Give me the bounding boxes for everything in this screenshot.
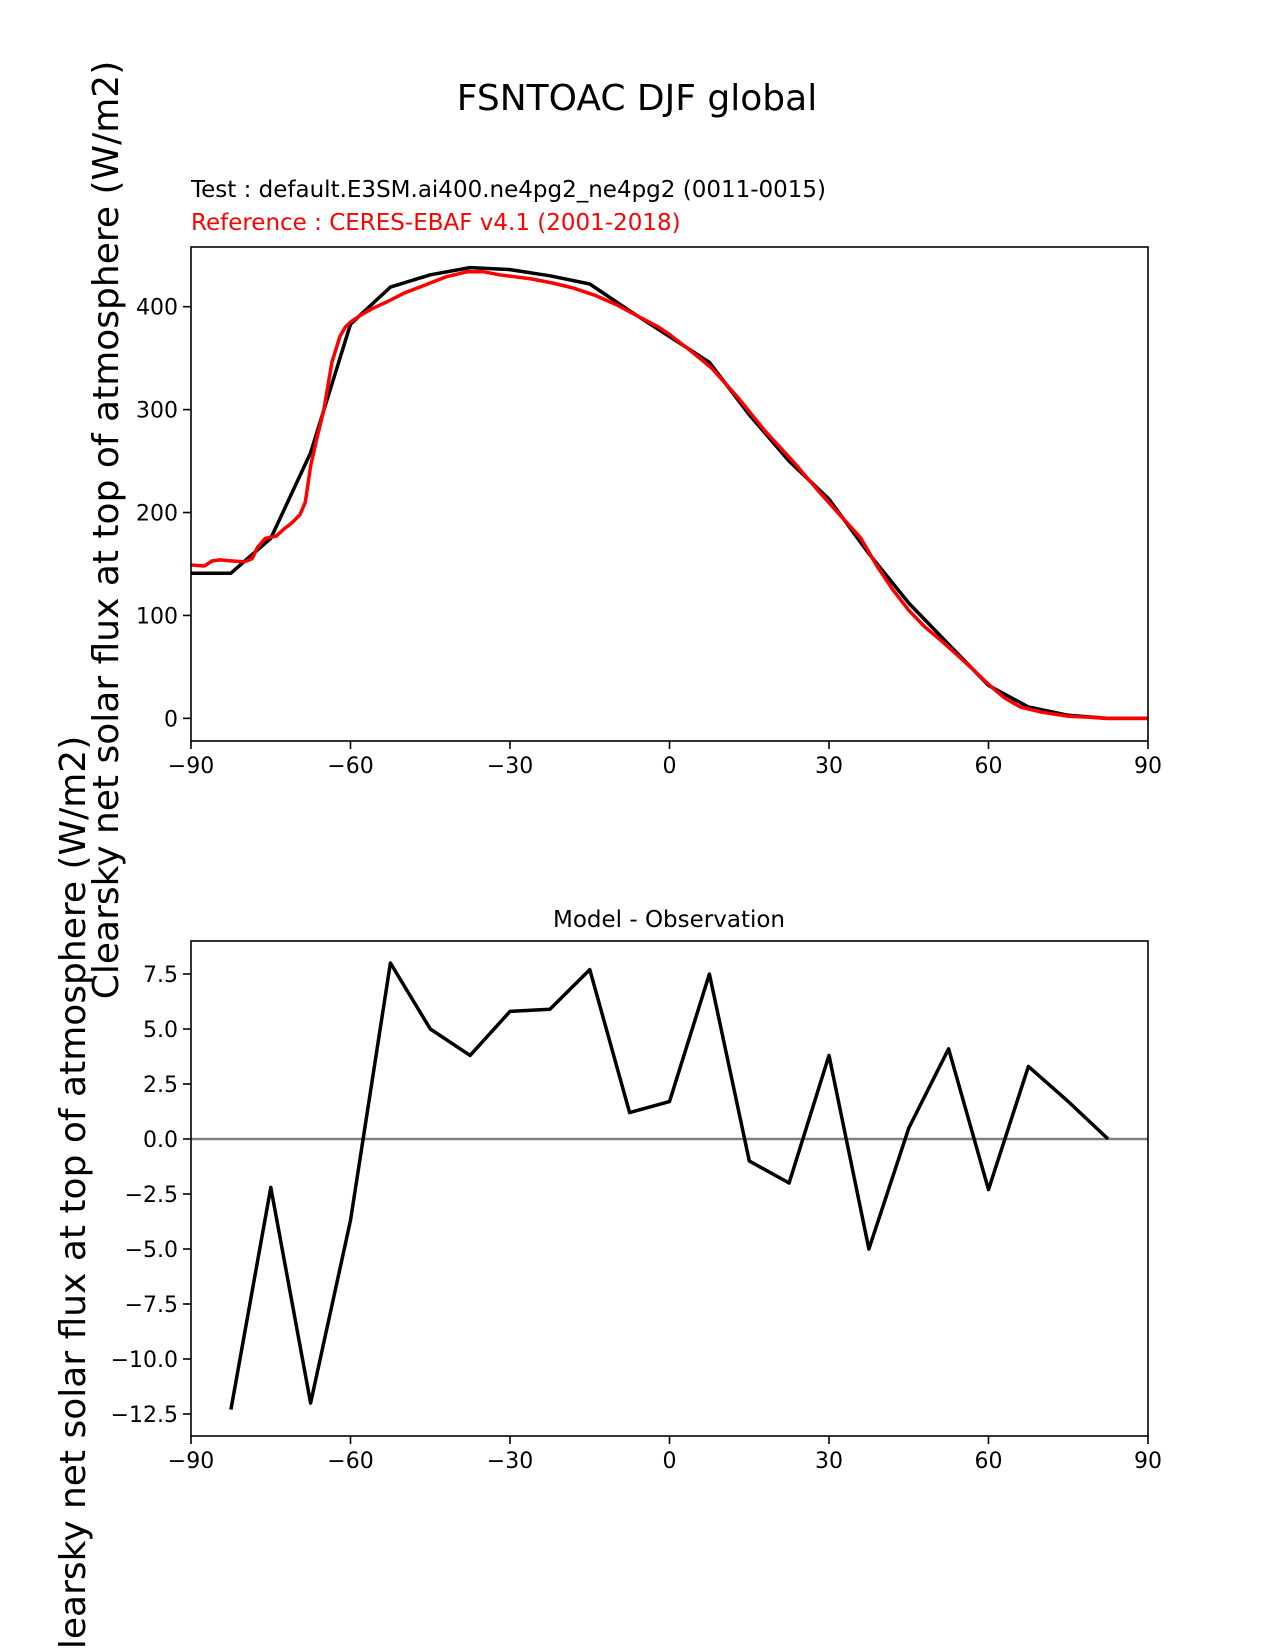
y-tick-label: −2.5 [125,1183,178,1208]
x-tick-label: −60 [327,1449,373,1474]
x-tick-label: 60 [975,754,1003,779]
x-tick-label: −90 [168,754,214,779]
x-tick-label: 30 [815,754,843,779]
series-line-reference [190,269,1148,721]
x-tick-label: 30 [815,1449,843,1474]
x-tick-label: −30 [487,754,533,779]
figure-title: FSNTOAC DJF global [457,78,817,119]
plot-frame [190,940,1149,1437]
y-tick-label: −12.5 [111,1403,178,1428]
y-tick-label: 300 [136,399,178,424]
y-tick-label: −5.0 [125,1238,178,1263]
y-tick-label: 2.5 [143,1073,178,1098]
x-tick-label: −90 [168,1449,214,1474]
y-tick-label: 200 [136,502,178,527]
x-tick-label: 90 [1134,1449,1162,1474]
x-tick-label: 0 [663,754,677,779]
test-label: Test : default.E3SM.ai400.ne4pg2_ne4pg2 … [190,177,826,203]
y-tick-label: 400 [136,296,178,321]
y-tick-label: −7.5 [125,1293,178,1318]
top-panel: Test : default.E3SM.ai400.ne4pg2_ne4pg2 … [136,177,1162,779]
x-tick-label: 0 [663,1449,677,1474]
plot-frame [190,246,1149,742]
y-tick-label: 100 [136,604,178,629]
y-tick-label: −10.0 [111,1348,178,1373]
series-line-difference [229,961,1110,1410]
y-axis-label: Clearsky net solar flux at top of atmosp… [86,61,127,1000]
y-tick-label: 5.0 [143,1018,178,1043]
y-tick-label: 0.0 [143,1128,178,1153]
y-tick-label: 0 [164,707,178,732]
difference-title: Model - Observation [553,907,785,933]
y-tick-label: 7.5 [143,963,178,988]
y-axis-label-secondary: Clearsky net solar flux at top of atmosp… [53,736,94,1650]
reference-label: Reference : CERES-EBAF v4.1 (2001-2018) [191,210,681,236]
x-tick-label: −60 [327,754,373,779]
x-tick-label: 60 [975,1449,1003,1474]
bottom-panel: Model - Observation −90 −60 −30 0 30 60 90 7.5 5… [111,907,1162,1474]
x-tick-label: −30 [487,1449,533,1474]
x-tick-label: 90 [1134,754,1162,779]
